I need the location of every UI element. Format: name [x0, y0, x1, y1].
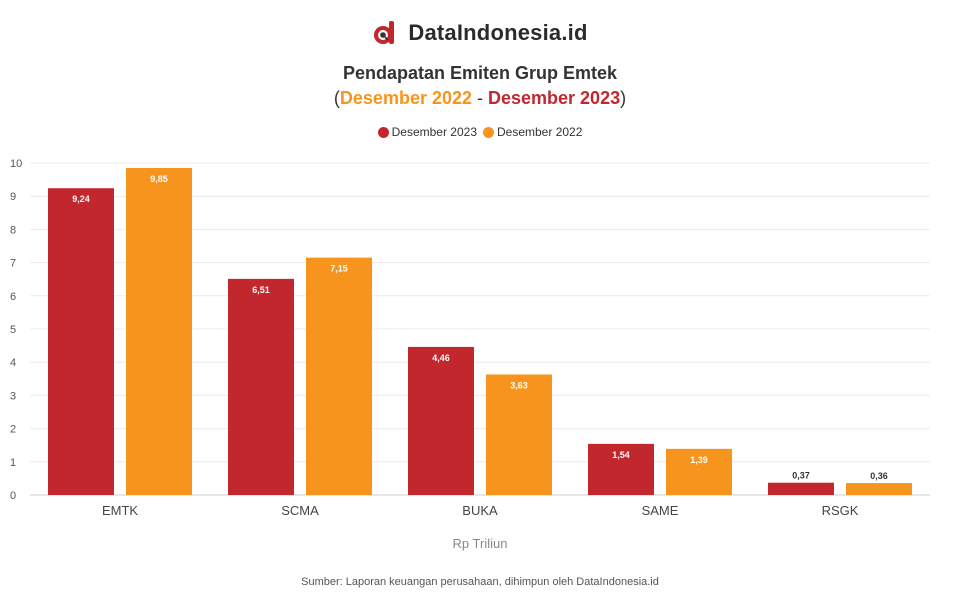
bar-2023-scma	[228, 278, 294, 495]
bar-2023-rsgk	[768, 482, 834, 495]
brand-header: DataIndonesia.id	[0, 20, 960, 46]
data-label: 6,51	[252, 285, 270, 295]
legend-item-2022[interactable]: Desember 2022	[483, 125, 582, 139]
y-tick-label: 5	[10, 324, 16, 336]
chart-subtitle: (Desember 2022 - Desember 2023)	[0, 88, 960, 109]
brand-name: DataIndonesia.id	[408, 20, 588, 45]
y-tick-label: 4	[10, 357, 16, 369]
y-tick-label: 3	[10, 390, 16, 402]
bar-2022-scma	[306, 257, 372, 495]
x-tick-label: SCMA	[281, 503, 319, 518]
subtitle-from: Desember 2022	[339, 88, 472, 108]
data-label: 4,46	[432, 353, 450, 363]
data-label: 0,37	[792, 471, 810, 481]
bar-2023-buka	[408, 346, 474, 495]
y-tick-label: 10	[10, 158, 22, 170]
bar-2022-emtk	[126, 167, 192, 496]
legend-label-2022: Desember 2022	[497, 125, 583, 139]
subtitle-open: (	[333, 88, 340, 108]
x-tick-label: SAME	[642, 503, 679, 518]
data-label: 9,85	[150, 174, 168, 184]
data-label: 0,36	[870, 471, 888, 481]
y-tick-label: 0	[10, 490, 16, 502]
subtitle-close: )	[620, 88, 627, 108]
data-label: 9,24	[72, 194, 90, 204]
y-tick-label: 8	[10, 224, 16, 236]
data-label: 3,63	[510, 380, 528, 390]
y-tick-label: 1	[10, 457, 16, 469]
subtitle-to: Desember 2023	[488, 88, 621, 108]
data-label: 1,54	[612, 450, 630, 460]
legend-item-2023[interactable]: Desember 2023	[377, 125, 477, 139]
y-tick-label: 6	[10, 291, 16, 303]
chart-legend: Desember 2023 Desember 2022	[0, 125, 960, 139]
bar-2023-emtk	[48, 188, 114, 495]
y-tick-label: 9	[10, 191, 16, 203]
subtitle-sep: -	[472, 88, 488, 108]
x-tick-label: RSGK	[822, 503, 859, 518]
chart-title: Pendapatan Emiten Grup Emtek	[342, 63, 618, 83]
bar-2022-buka	[486, 374, 552, 495]
y-tick-label: 2	[10, 424, 16, 436]
x-axis-label: Rp Triliun	[453, 536, 508, 551]
bar-2023-same	[588, 443, 654, 495]
x-tick-label: BUKA	[462, 503, 498, 518]
legend-label-2023: Desember 2023	[391, 125, 477, 139]
bar-2022-rsgk	[846, 483, 912, 495]
x-tick-label: EMTK	[102, 503, 138, 518]
data-indonesia-logo-icon	[374, 21, 395, 44]
source-note: Sumber: Laporan keuangan perusahaan, dih…	[301, 576, 659, 588]
bar-2022-same	[666, 448, 732, 495]
bar-chart: 0 1 2 3 4 5 6 7 8 9 10 9,24 9,85 EMTK 6,51 7,15 SCMA 4,46…	[10, 158, 930, 551]
data-label: 1,39	[690, 455, 708, 465]
y-tick-label: 7	[10, 258, 16, 270]
data-label: 7,15	[330, 264, 348, 274]
legend-dot-2023	[377, 126, 389, 138]
legend-dot-2022	[483, 126, 494, 138]
